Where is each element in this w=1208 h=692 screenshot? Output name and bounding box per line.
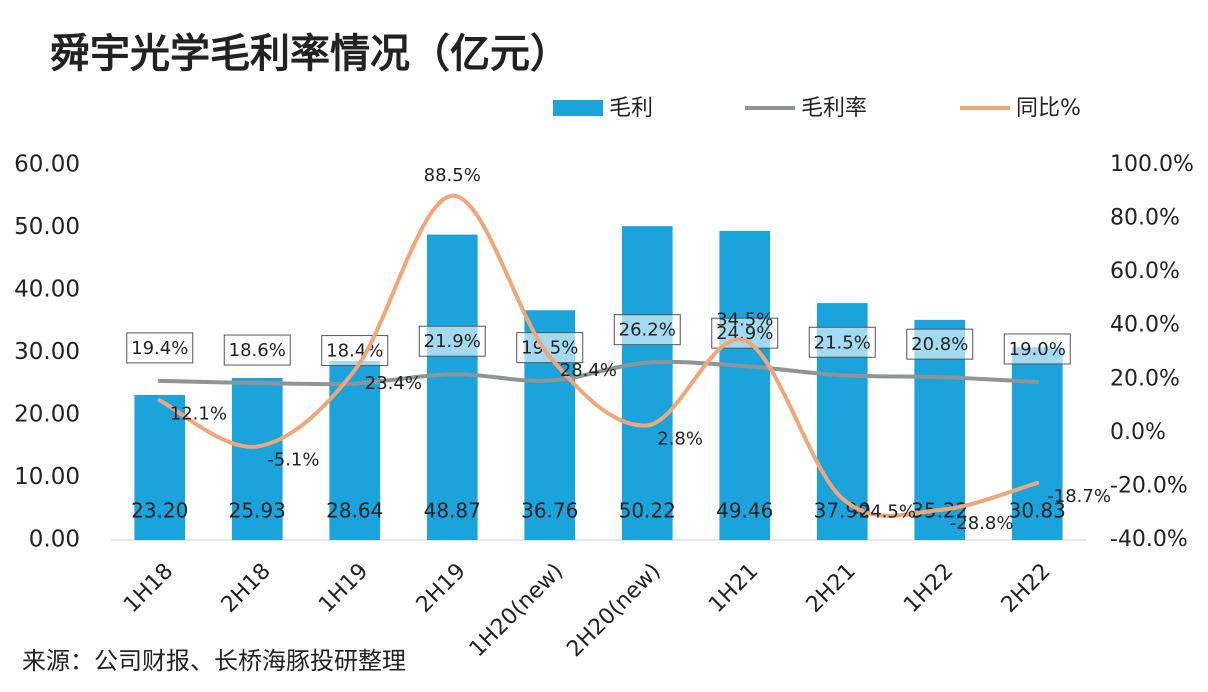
bar [134, 395, 186, 540]
bar-value-label: 50.22 [619, 499, 676, 523]
y2-tick-label: 20.0% [1110, 366, 1180, 391]
y-tick-label: 0.00 [29, 527, 80, 553]
label-box [906, 328, 974, 360]
y-tick-label: 30.00 [14, 339, 80, 365]
line-value-label: 24.9% [716, 323, 773, 344]
bar [231, 377, 283, 540]
y-tick-label: 60.00 [14, 152, 80, 178]
y2-tick-label: 60.0% [1110, 259, 1180, 284]
bar-value-label: 28.64 [326, 499, 383, 523]
line-value-label: 88.5% [424, 165, 481, 186]
y2-tick-label: 0.0% [1110, 420, 1166, 445]
label-box [808, 326, 876, 358]
bar [426, 234, 478, 540]
line-value-label: 18.4% [326, 341, 383, 362]
line-value-label: 12.1% [170, 403, 227, 424]
line [157, 359, 1040, 387]
legend-label: 毛利 [609, 96, 653, 121]
legend-swatch [553, 100, 603, 116]
legend-label: 毛利率 [801, 96, 867, 121]
bar-value-label: 25.93 [229, 499, 286, 523]
line-value-label: 23.4% [365, 373, 422, 394]
label-box [418, 325, 486, 357]
label-box [126, 332, 194, 364]
line-value-label: 19.0% [1009, 339, 1066, 360]
label-box [1003, 333, 1071, 365]
source-note: 来源：公司财报、长桥海豚投研整理 [22, 647, 406, 675]
line-value-label: 34.5% [716, 309, 773, 330]
y2-tick-label: 80.0% [1110, 206, 1180, 231]
line-value-label: 21.9% [424, 331, 481, 352]
y2-tick-label: 100.0% [1110, 152, 1194, 177]
line-value-label: -24.5% [852, 501, 916, 522]
bar [719, 230, 771, 540]
bar-value-label: 36.76 [521, 499, 578, 523]
bar-value-label: 48.87 [424, 499, 481, 523]
line-value-label: -28.8% [950, 513, 1014, 534]
line-value-label: 18.6% [229, 340, 286, 361]
y2-tick-label: -20.0% [1110, 473, 1188, 498]
chart-title: 舜宇光学毛利率情况（亿元） [50, 31, 570, 77]
bar-value-label: 30.83 [1009, 499, 1066, 523]
y-tick-label: 20.00 [14, 402, 80, 428]
line-value-label: 2.8% [657, 428, 703, 449]
label-box [223, 334, 291, 366]
y2-tick-label: -40.0% [1110, 527, 1188, 552]
line [157, 193, 1040, 518]
label-box [321, 335, 389, 367]
y-tick-label: 40.00 [14, 277, 80, 303]
bar [621, 226, 673, 540]
y2-tick-label: 40.0% [1110, 313, 1180, 338]
line-value-label: -5.1% [267, 450, 319, 471]
line-value-label: -18.7% [1047, 486, 1111, 507]
line-value-label: 28.4% [560, 360, 617, 381]
y-tick-label: 10.00 [14, 464, 80, 490]
line-value-label: 21.5% [814, 332, 871, 353]
y-tick-label: 50.00 [14, 214, 80, 240]
line-value-label: 19.5% [521, 338, 578, 359]
line-value-label: 20.8% [911, 334, 968, 355]
legend-label: 同比% [1016, 96, 1081, 121]
label-box [613, 314, 681, 346]
label-box [711, 317, 779, 349]
line-value-label: 26.2% [619, 320, 676, 341]
bar-value-label: 49.46 [716, 499, 773, 523]
line-value-label: 19.4% [131, 338, 188, 359]
bar-value-label: 23.20 [131, 499, 188, 523]
